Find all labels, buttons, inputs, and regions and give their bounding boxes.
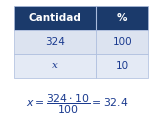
Bar [96,30,148,54]
Text: 10: 10 [116,61,129,71]
Text: 100: 100 [112,37,132,47]
Text: Cantidad: Cantidad [29,13,82,23]
Text: $x = \dfrac{324 \cdot 10}{100} = 32.4$: $x = \dfrac{324 \cdot 10}{100} = 32.4$ [26,92,128,116]
Text: 324: 324 [45,37,65,47]
Bar [14,30,96,54]
Text: %: % [117,13,128,23]
Bar [14,6,96,30]
Text: x: x [52,62,58,71]
Bar [14,54,96,78]
Bar [96,54,148,78]
Bar [96,6,148,30]
